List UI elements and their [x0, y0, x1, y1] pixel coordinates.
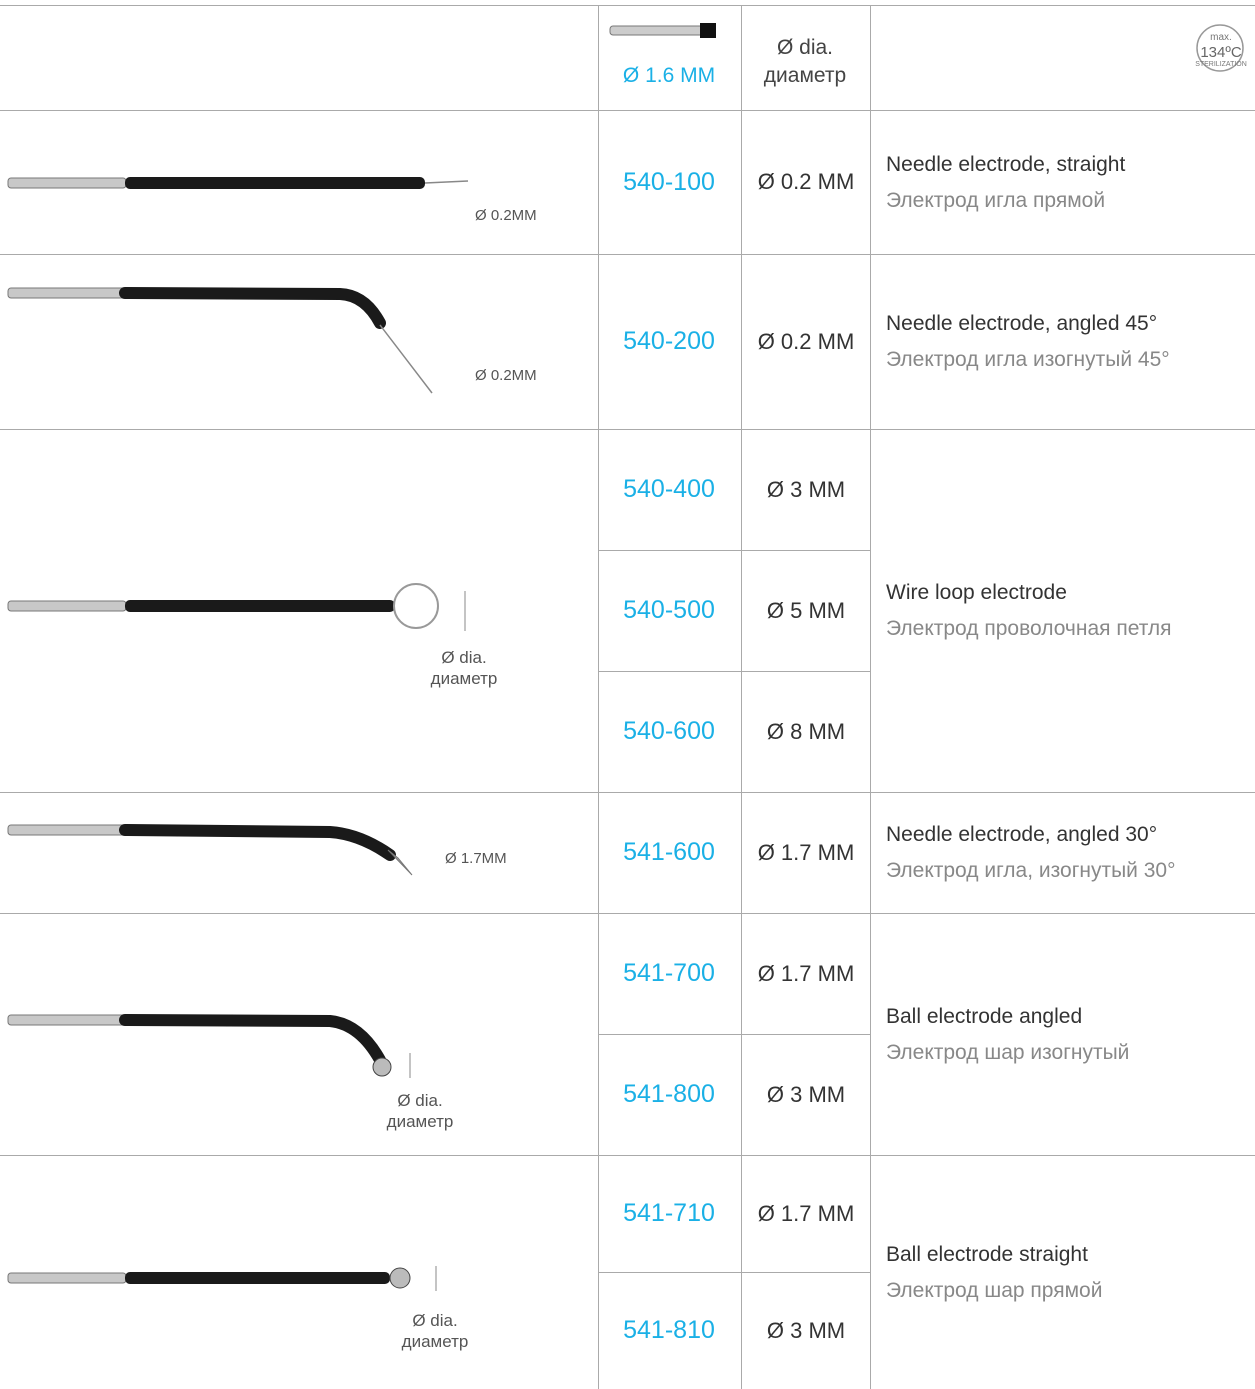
electrode-part [119, 287, 386, 329]
product-code: 540-600 [623, 717, 715, 745]
electrode-part [7, 177, 127, 189]
diameter: Ø 5 MM [766, 597, 846, 623]
electrode-part [125, 600, 395, 612]
rule [0, 110, 1255, 111]
product-code: 540-400 [623, 475, 715, 503]
description-en: Wire loop electrode [886, 581, 1067, 604]
electrode-part [7, 1272, 127, 1284]
image-label: Ø 0.2MM [475, 366, 537, 384]
description-ru: Электрод шар изогнутый [886, 1040, 1130, 1064]
image-label: диаметр [430, 668, 498, 688]
image-label: Ø 0.2MM [475, 206, 537, 224]
rule [598, 1272, 870, 1273]
header-code: Ø 1.6 MM [622, 63, 716, 87]
product-code: 541-800 [623, 1080, 715, 1108]
electrode-part [7, 287, 127, 299]
electrode-part [7, 1014, 127, 1026]
badge: 134ºC [1200, 43, 1242, 61]
electrode-part [379, 324, 433, 394]
rule [598, 550, 870, 551]
electrode-part [389, 1267, 411, 1289]
electrode-part [700, 23, 716, 38]
diameter: Ø 0.2 MM [757, 328, 855, 354]
description-ru: Электрод игла, изогнутый 30° [886, 859, 1176, 882]
description-ru: Электрод проволочная петля [886, 617, 1172, 640]
electrode-part [424, 180, 469, 184]
electrode-part [387, 849, 413, 876]
description-en: Needle electrode, angled 45° [886, 312, 1158, 335]
image-label: Ø 1.7MM [445, 849, 507, 867]
rule [870, 5, 871, 1389]
electrode-part [1196, 24, 1244, 72]
diameter: Ø 8 MM [766, 718, 846, 744]
diameter: Ø 3 MM [766, 1081, 846, 1107]
product-code: 540-500 [623, 596, 715, 624]
electrode-part [7, 824, 127, 836]
diameter: Ø 1.7 MM [757, 839, 855, 865]
rule [0, 1155, 1255, 1156]
header-dia: диаметр [763, 63, 847, 87]
description-en: Ball electrode straight [886, 1242, 1088, 1266]
product-code: 541-600 [623, 838, 715, 866]
description-en: Needle electrode, angled 30° [886, 823, 1158, 846]
electrode-part [125, 177, 425, 189]
image-label: Ø dia. [412, 1310, 458, 1330]
rule [741, 5, 742, 1389]
electrode-part [119, 1014, 386, 1066]
header-dia: Ø dia. [776, 35, 834, 59]
rule [0, 792, 1255, 793]
electrode-part [119, 824, 396, 861]
diameter: Ø 0.2 MM [757, 169, 855, 194]
product-code: 541-710 [623, 1199, 715, 1227]
description-en: Needle electrode, straight [886, 152, 1126, 176]
badge: max. [1210, 32, 1232, 43]
rule [0, 429, 1255, 430]
product-code: 540-200 [623, 327, 715, 355]
image-label: Ø dia. [441, 647, 487, 667]
description-ru: Электрод шар прямой [886, 1278, 1103, 1302]
electrode-part [125, 1272, 390, 1284]
description-ru: Электрод игла изогнутый 45° [886, 348, 1170, 371]
product-code: 541-810 [623, 1316, 715, 1344]
image-label: диаметр [386, 1111, 454, 1131]
description-ru: Электрод игла прямой [886, 188, 1106, 212]
rule [598, 1034, 870, 1035]
image-label: диаметр [401, 1331, 469, 1351]
diameter: Ø 3 MM [766, 1317, 846, 1343]
description-en: Ball electrode angled [886, 1004, 1083, 1028]
electrode-part [393, 583, 439, 629]
diameter: Ø 3 MM [766, 476, 846, 502]
rule [598, 671, 870, 672]
image-label: Ø dia. [397, 1090, 443, 1110]
badge: STERILIZATION [1195, 60, 1247, 68]
rule [0, 254, 1255, 255]
electrode-part [372, 1057, 392, 1077]
product-code: 540-100 [623, 167, 715, 196]
rule [0, 5, 1255, 6]
electrode-part [7, 600, 127, 612]
diameter: Ø 1.7 MM [757, 1200, 855, 1226]
diameter: Ø 1.7 MM [757, 960, 855, 986]
rule [0, 913, 1255, 914]
electrode-part [609, 25, 706, 36]
product-code: 541-700 [623, 959, 715, 987]
rule [598, 5, 599, 1389]
